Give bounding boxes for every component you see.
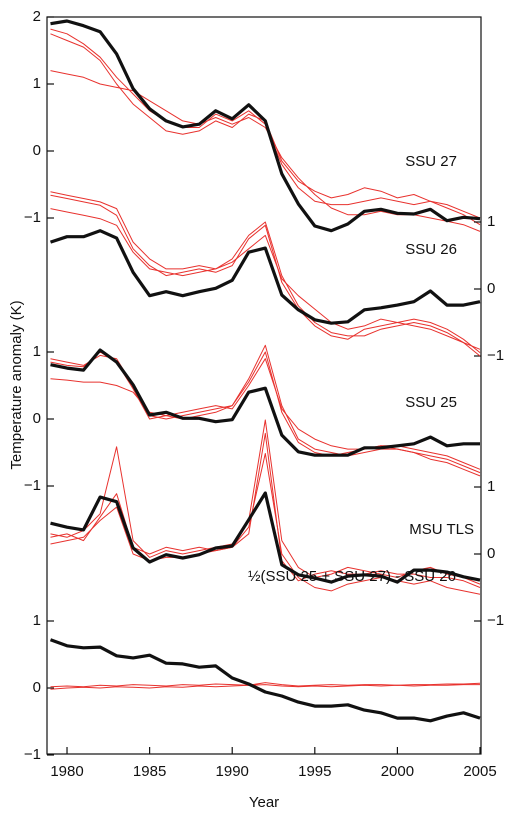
y-tick-label: 1 [487,213,495,230]
y-tick-label: 0 [487,545,495,562]
x-tick-label: 1980 [50,763,83,780]
series-line [50,229,481,325]
plot-frame [46,16,482,755]
x-tick-label: 1985 [133,763,166,780]
series-line [50,194,481,353]
y-tick-label: 1 [487,478,495,495]
y-tick-label: 1 [33,343,41,360]
y-tick-label: −1 [487,347,504,364]
y-tick-label: 0 [487,280,495,297]
x-tick-label: 2005 [463,763,496,780]
series-line [50,70,481,232]
y-tick-label: 2 [33,8,41,25]
series-line [50,191,481,357]
series-line [49,638,481,723]
series-line [50,358,481,477]
series-line [50,348,480,457]
series-line [50,682,481,688]
panel-label: ½(SSU 25 + SSU 27) - SSU 26 [248,568,456,585]
panel-label: SSU 26 [405,241,457,258]
y-tick-label: −1 [24,209,41,226]
series-line [50,684,480,690]
y-axis-title: Temperature anomaly (K) [8,300,25,469]
y-tick-label: −1 [24,746,41,763]
series-line [50,208,481,350]
y-tick-label: −1 [487,612,504,629]
y-tick-label: 1 [33,75,41,92]
y-tick-label: −1 [24,477,41,494]
x-tick-label: 1990 [216,763,249,780]
x-tick-label: 1995 [298,763,331,780]
panel-label: MSU TLS [409,521,474,538]
panel-label: SSU 27 [405,153,457,170]
x-tick-label: 2000 [381,763,414,780]
x-axis-title: Year [249,794,279,811]
series-line [50,19,481,233]
y-tick-label: 1 [33,612,41,629]
series-line [50,432,481,588]
y-tick-label: 0 [33,410,41,427]
series-line [50,453,481,595]
y-tick-label: 0 [33,679,41,696]
y-tick-label: 0 [33,142,41,159]
series-line [50,491,481,584]
panel-label: SSU 25 [405,394,457,411]
